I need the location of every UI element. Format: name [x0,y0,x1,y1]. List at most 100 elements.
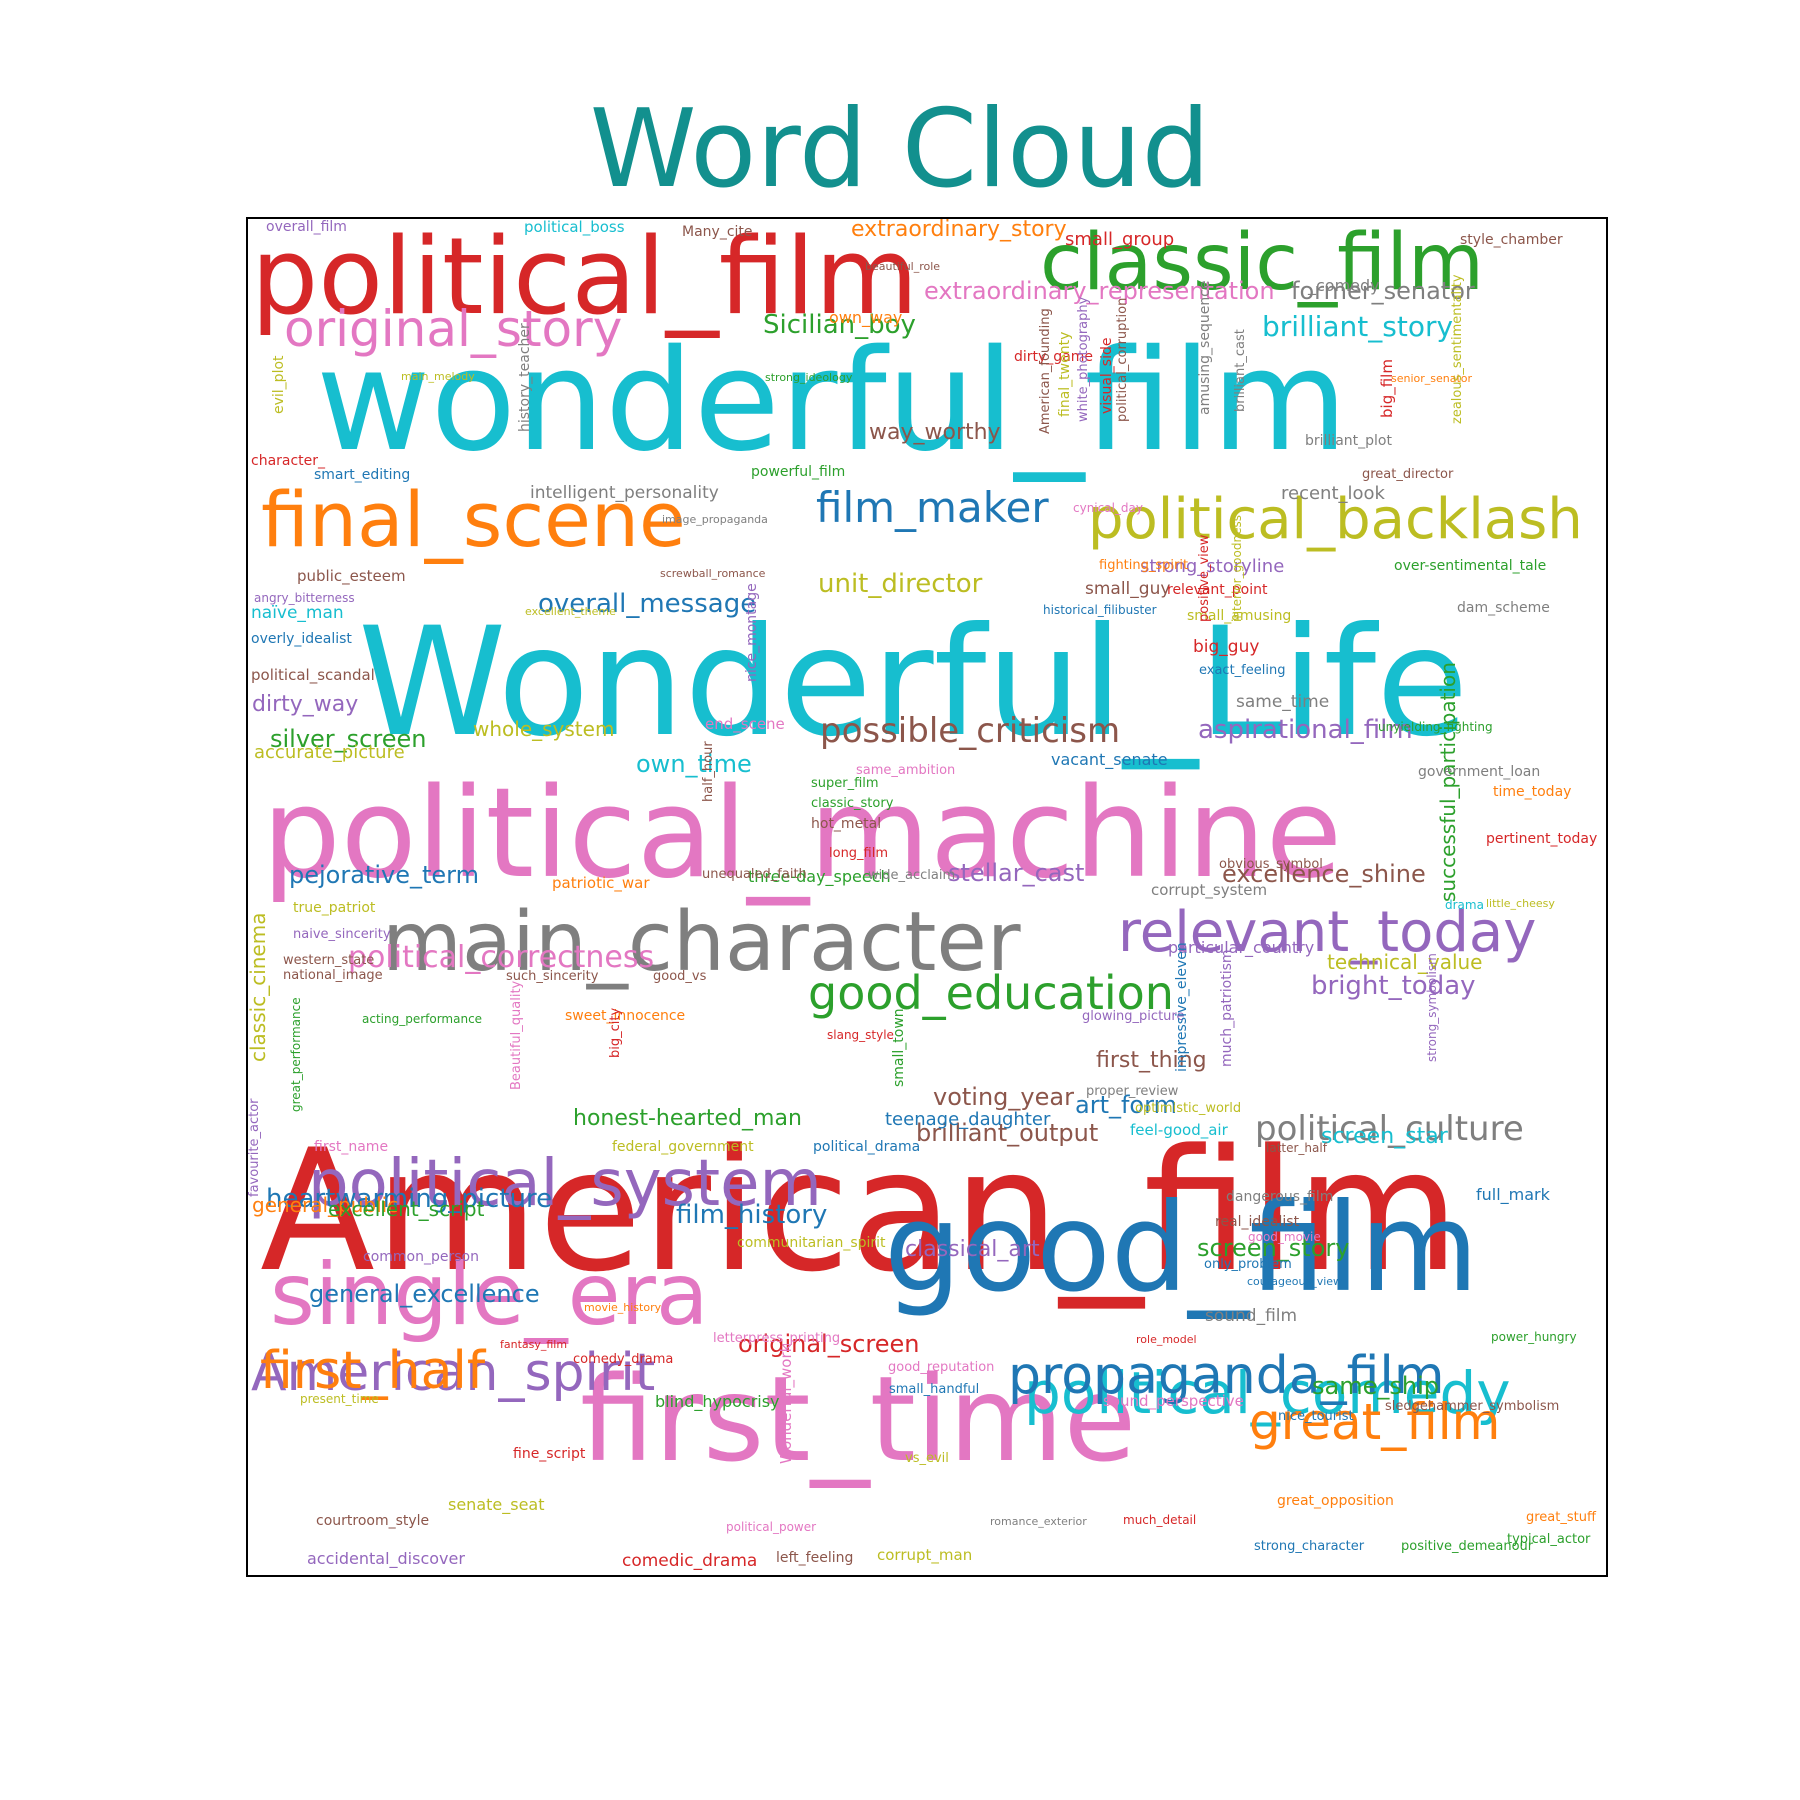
cloud-word: political_corruption [1115,297,1130,422]
cloud-word: courageous_view [1247,1275,1343,1288]
cloud-word: style_chamber [1460,232,1563,248]
cloud-word: political_power [726,1520,817,1534]
cloud-word: comedic_drama [622,1551,758,1571]
cloud-word: over-sentimental_tale [1394,558,1547,574]
cloud-word: unequaled_faith [702,867,807,882]
cloud-word: American_film [260,1113,1460,1309]
cloud-word: glowing_picture [1082,1009,1185,1024]
cloud-word: strong_ideology [765,371,853,384]
cloud-word: super_film [811,776,879,791]
cloud-word: nice_montage [744,583,760,682]
cloud-word: political_culture [1255,1109,1524,1149]
cloud-word: relevant_point [1167,582,1268,598]
cloud-word: naïve_man [251,603,344,623]
cloud-word: much_detail [1123,1513,1197,1527]
cloud-word: extraordinary_story [851,217,1067,242]
cloud-word: great_film [1249,1393,1501,1451]
cloud-word: honest-hearted_man [573,1106,802,1131]
cloud-word: overly_idealist [251,631,352,647]
cloud-word: screen_star [1321,1124,1448,1149]
word-cloud: American_film Wonderful_Life wonderful_fil… [246,217,1608,1577]
cloud-word: big_film [1378,359,1396,418]
cloud-word: common_person [363,1249,479,1265]
cloud-word: dirty_game [1014,349,1094,365]
cloud-word: vs_evil [905,1451,949,1466]
cloud-word: accidental_discover [307,1549,465,1568]
cloud-word: fighting_spirit [1099,558,1189,573]
cloud-word: good_education [808,966,1174,1020]
cloud-word: real_idealist [1215,1214,1300,1230]
cloud-word: senior_senator [1391,372,1473,385]
cloud-word: own_time [636,750,752,778]
cloud-word: silver_screen [270,725,427,753]
cloud-word: brilliant_output [916,1119,1099,1147]
cloud-word: screwball_romance [660,567,766,580]
cloud-word: end_scene [705,715,785,733]
cloud-word: fine_script [513,1446,586,1462]
cloud-word: brilliant_plot [1305,433,1392,449]
cloud-word: first_half [260,1341,486,1401]
cloud-word: first_thing [1096,1048,1207,1073]
cloud-word: particular_country [1168,938,1315,957]
cloud-word: intelligent_personality [530,483,719,503]
cloud-word: relevant_today [1118,900,1537,965]
chart-title: Word Cloud [589,87,1211,212]
cloud-word: impressive_eleven [1174,942,1190,1072]
cloud-word: dangerous_film [1226,1189,1334,1205]
cloud-word: patriotic_war [552,874,650,892]
cloud-word: positive_view [1197,534,1212,622]
cloud-word: good_film [884,1177,1479,1319]
cloud-word: great_stuff [1526,1510,1596,1525]
cloud-word: good_vs [653,969,707,984]
cloud-word: original_screen [738,1330,920,1358]
cloud-word: Beautiful_quality [509,980,524,1090]
cloud-word: main_melody [401,370,475,383]
cloud-word: such_sincerity [506,969,599,984]
cloud-word: history_teacher [517,323,533,432]
cloud-word: political_boss [524,218,625,236]
cloud-word: small_town [891,1008,907,1087]
cloud-word: film_history [676,1200,828,1230]
cloud-word: unit_director [818,569,983,599]
cloud-word: typical_actor [1507,1532,1591,1547]
cloud-word: dam_scheme [1457,600,1550,616]
cloud-word: excellent_theme [525,605,616,618]
cloud-word: long_film [829,846,889,861]
cloud-word: government_loan [1418,764,1541,780]
cloud-word: brilliant_cast [1233,329,1248,412]
cloud-word: wide_acclaim [868,868,956,883]
cloud-word: smart_editing [314,467,411,483]
cloud-word: amusing_sequence [1197,280,1213,416]
cloud-word: sound_film [1205,1306,1298,1326]
cloud-word: bright_today [1311,971,1476,1001]
cloud-word: way_worthy [869,420,1001,445]
cloud-word: great_performance [289,997,303,1112]
cloud-word: same_ship [1312,1372,1439,1400]
cloud-word: federal_government [612,1139,754,1155]
cloud-word: time_today [1493,784,1572,800]
cloud-word: vacant_senate [1051,750,1168,769]
cloud-word: blind_hypocrisy [655,1392,780,1411]
cloud-word: exact_feeling [1199,663,1286,678]
cloud-word: _comedy [1308,276,1380,295]
cloud-word: classical_art [905,1237,1040,1262]
cloud-word: proper_review [1086,1084,1179,1099]
cloud-word: visual_side [1099,337,1115,415]
cloud-word: fantasy_film [500,1338,568,1351]
cloud-word: single_era [270,1245,709,1345]
cloud-word: own_way [829,308,903,327]
cloud-word: propaganda_film [1008,1346,1445,1406]
cloud-word: left_feeling [776,1550,854,1566]
cloud-word: final_scene [261,475,686,564]
cloud-word: acting_performance [362,1012,483,1026]
cloud-word: beautiful_role [865,260,941,273]
cloud-word: naive_sincerity [293,927,391,942]
cloud-word: strong_character [1254,1539,1365,1554]
cloud-word: romance_exterior [990,1515,1087,1528]
cloud-word: small_guy [1085,579,1171,599]
cloud-word: Wonderful_Life [358,596,1469,770]
cloud-word: half_hour [701,741,716,802]
cloud-word: corrupt_man [877,1546,973,1564]
cloud-word: strong_symbolism [1425,953,1439,1062]
cloud-word: possible_criticism [820,711,1121,751]
